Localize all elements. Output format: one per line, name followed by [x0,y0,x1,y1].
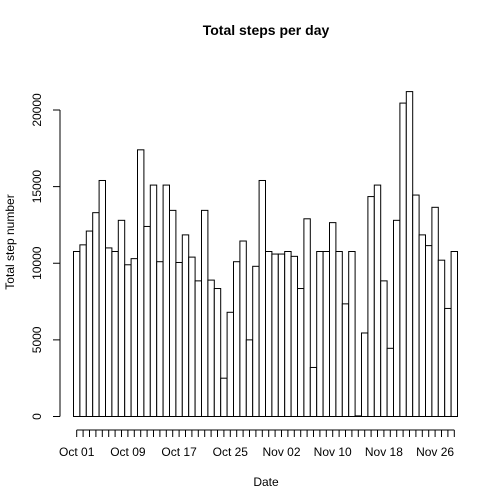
y-tick-label: 0 [30,413,44,420]
y-axis: 0 5000 10000 15000 20000 [30,93,61,420]
bar [239,240,247,417]
bar [450,251,459,417]
bar [354,415,363,418]
bar [201,209,209,417]
bar [309,366,318,417]
bar [105,247,113,417]
bar [341,303,350,417]
bar [412,194,420,417]
bar [124,264,132,417]
bar [73,251,81,417]
bar [373,184,382,417]
bar [284,251,292,417]
bar [386,347,395,417]
x-tick-label: Oct 17 [161,445,197,459]
bar [399,102,407,417]
bar [258,179,267,417]
bar [277,253,286,417]
bar [220,377,228,418]
x-tick-label: Oct 25 [213,445,249,459]
x-tick-label: Oct 01 [59,445,95,459]
bar [233,261,241,417]
bar [213,288,222,417]
x-tick-label: Nov 02 [262,445,300,459]
x-axis: Oct 01 Oct 09 Oct 17 Oct 25 Nov 02 Nov 10 Nov … [59,429,455,459]
y-tick-label: 10000 [30,246,44,280]
bar [393,219,401,417]
bar [329,222,337,417]
bar [252,265,260,417]
bar [92,212,100,417]
bar [117,219,126,417]
x-axis-label: Date [253,475,279,489]
y-tick-label: 5000 [30,326,44,353]
bar [207,279,215,417]
bar [271,253,279,417]
bar [137,149,145,418]
y-axis-label: Total step number [3,194,17,289]
bar [143,225,151,417]
bar [111,251,119,417]
bar [175,261,183,418]
bar [188,256,196,417]
bar [425,245,433,417]
bar [405,91,414,417]
bar [149,184,158,417]
bar [322,251,331,417]
bar [79,244,87,417]
bar [245,339,254,417]
chart-title: Total steps per day [203,22,330,38]
bar [418,234,427,417]
x-tick-label: Nov 26 [416,445,454,459]
bars-group [73,91,459,418]
bar [265,251,273,417]
bar [194,280,203,417]
bar [98,179,106,417]
bar [169,209,177,417]
bar [431,206,439,417]
y-tick-label: 15000 [30,170,44,204]
bar [226,311,235,418]
bar [156,261,164,417]
bar [367,196,375,417]
x-tick-label: Nov 10 [314,445,352,459]
bar [335,251,343,417]
bar [85,230,94,417]
bar [437,259,446,417]
x-tick-label: Oct 09 [110,445,146,459]
bar [130,258,139,417]
bar [303,218,311,417]
bar [444,307,452,418]
bar [348,251,356,417]
x-tick-label: Nov 18 [365,445,403,459]
bar [290,255,299,417]
y-tick-label: 20000 [30,93,44,127]
bar [297,288,305,417]
bar [181,234,190,417]
bar [316,251,324,417]
bar [361,332,369,418]
bar [162,184,171,417]
bar [380,280,388,417]
